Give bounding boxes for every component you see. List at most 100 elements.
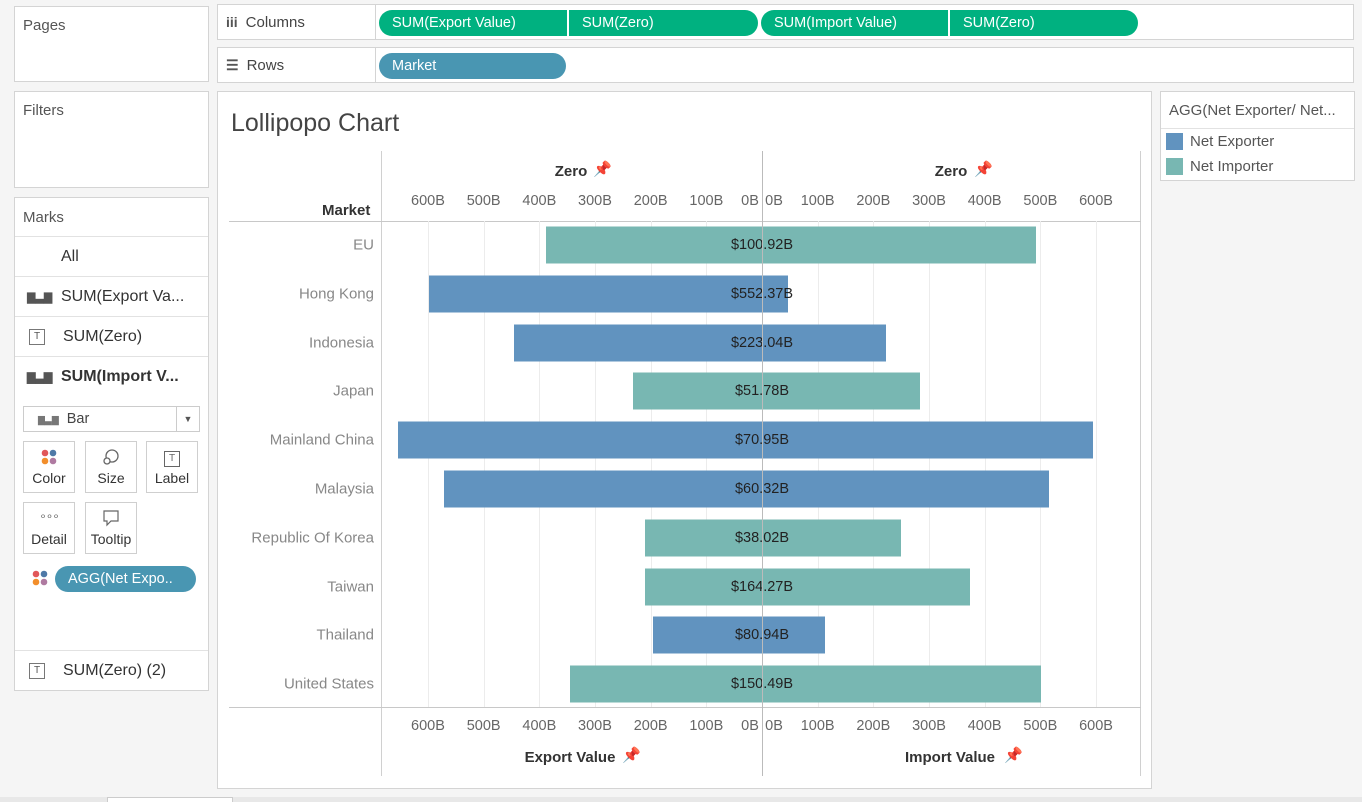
axis-tick-export: 500B [466,193,501,209]
axis-tick-export: 500B [466,718,501,734]
axis-tick-export: 200B [633,718,668,734]
pin-icon: 📌 [622,747,641,764]
tooltip-tile[interactable]: Tooltip [85,502,137,554]
marks-card-import[interactable]: ▇▃▇ SUM(Import V... [15,356,208,397]
filters-title: Filters [23,102,64,119]
pin-icon: 📌 [974,161,993,178]
bar-import [762,226,1037,264]
bar-import [762,470,1050,508]
marks-card-zero[interactable]: T SUM(Zero) [15,316,208,357]
legend-swatch [1166,133,1183,150]
sheet-tab-active[interactable] [107,797,233,802]
bar-chart-icon: ▇▃▇ [27,291,53,304]
gridline [1040,221,1042,707]
legend-item-net-importer[interactable]: Net Importer [1166,158,1273,175]
legend-title: AGG(Net Exporter/ Net... [1169,102,1336,119]
sheet-tab-bar [0,797,1362,802]
size-label: Size [97,470,125,486]
label-icon: T [147,448,197,468]
row-label: Indonesia [308,334,374,352]
gridline [929,221,930,707]
pane-divider [381,151,382,776]
axis-tick-import: 0B [765,193,783,209]
axis-tick-export: 100B [689,193,724,209]
legend-swatch [1166,158,1183,175]
bottom-header-export: Export Value [524,749,616,766]
axis-tick-export: 100B [689,718,724,734]
columns-shelf-label: iii Columns [218,5,376,39]
bar-export [645,519,762,557]
tooltip-label: Tooltip [90,531,132,547]
pin-icon: 📌 [593,161,612,178]
size-tile[interactable]: Size [85,441,137,493]
row-label: EU [353,236,374,254]
gridline [483,221,485,707]
legend-item-net-exporter[interactable]: Net Exporter [1166,133,1274,150]
top-header-import: Zero [934,163,968,180]
detail-tile[interactable]: ∘∘∘ Detail [23,502,75,554]
gridline [1096,221,1098,707]
columns-icon: iii [226,14,238,30]
axis-tick-import: 0B [765,718,783,734]
pages-panel[interactable]: Pages [14,6,209,82]
row-label: Japan [333,382,374,400]
marks-card-export[interactable]: ▇▃▇ SUM(Export Va... [15,276,208,317]
marks-card-export-label: SUM(Export Va... [61,288,185,305]
label-label: Label [154,470,190,486]
axis-tick-export: 300B [578,193,612,209]
bar-export [645,568,762,606]
bar-chart-icon: ▇▃▇ [38,415,59,425]
bar-export [633,372,762,410]
chevron-down-icon: ▼ [176,407,199,431]
bar-import [762,616,825,654]
rows-shelf-label: ☰ Rows [218,48,376,82]
rows-icon: ☰ [226,56,239,73]
gridline [594,221,596,707]
axis-tick-import: 200B [856,193,891,209]
label-tile[interactable]: T Label [146,441,198,493]
row-label: Hong Kong [298,285,374,303]
header-rule [229,221,1141,222]
marks-card-zero-label: SUM(Zero) [63,328,143,345]
zero-line [762,151,763,776]
filters-panel[interactable]: Filters [14,91,209,188]
column-pill-import[interactable]: SUM(Import Value) [761,10,948,36]
bar-import [762,372,920,410]
bar-export [652,616,762,654]
top-header-export: Zero [554,163,588,180]
bar-export [569,665,762,703]
column-pill-zero-2[interactable]: SUM(Zero) [950,10,1138,36]
bar-export [397,421,762,459]
marks-card-import-label: SUM(Import V... [61,368,179,385]
color-icon [24,448,74,468]
axis-tick-import: 400B [967,193,1002,209]
axis-tick-import: 500B [1023,718,1058,734]
color-field-pill[interactable]: AGG(Net Expo.. [55,566,196,592]
axis-tick-import: 100B [800,718,835,734]
mark-type-dropdown[interactable]: ▇▃▇ Bar ▼ [23,406,200,432]
axis-tick-import: 400B [967,718,1002,734]
rows-shelf[interactable]: ☰ Rows Market [217,47,1354,83]
columns-shelf[interactable]: iii Columns SUM(Export Value) SUM(Zero) S… [217,4,1354,40]
color-tile[interactable]: Color [23,441,75,493]
bar-import [762,324,886,362]
axis-tick-export: 0B [741,193,759,209]
gridline [706,221,708,707]
column-pill-export[interactable]: SUM(Export Value) [379,10,567,36]
pane-divider [1140,151,1141,776]
row-label: United States [283,675,374,693]
bar-chart-icon: ▇▃▇ [27,371,53,384]
axis-tick-import: 600B [1079,718,1113,734]
footer-rule [229,707,1141,708]
pin-icon: 📌 [1004,747,1023,764]
marks-card-all[interactable]: All [15,236,208,277]
row-label: Malaysia [314,480,374,498]
marks-card-zero-2[interactable]: T SUM(Zero) (2) [15,650,208,691]
axis-tick-export: 600B [411,718,445,734]
column-pill-zero-1[interactable]: SUM(Zero) [569,10,758,36]
row-header: Market [322,202,371,219]
gridline [539,221,541,707]
detail-icon: ∘∘∘ [39,509,60,523]
color-legend: AGG(Net Exporter/ Net... [1160,91,1355,181]
row-pill-market[interactable]: Market [379,53,566,79]
